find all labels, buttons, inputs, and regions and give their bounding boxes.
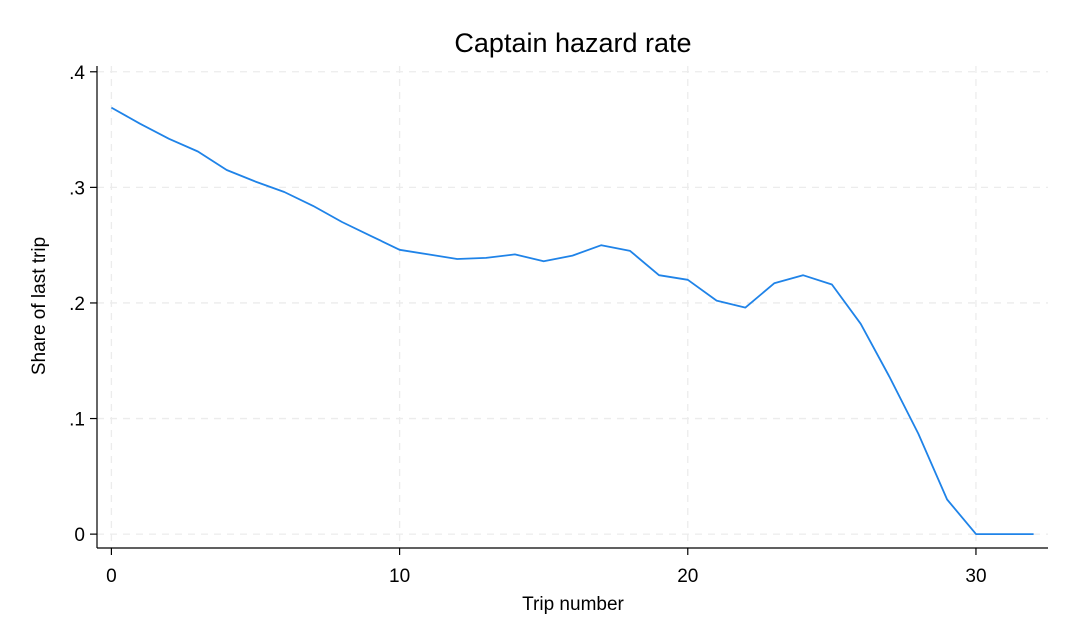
y-tick-label: .3 [69,178,85,199]
ticks: 0 .1 .2 .3 .4 0 10 20 30 [69,63,986,587]
y-tick-label: .4 [69,63,85,84]
y-tick-label: .2 [69,294,85,315]
series-line [110,106,1034,535]
x-tick-label: 0 [106,566,117,587]
grid [97,66,1048,548]
x-tick-label: 30 [965,566,986,587]
chart-title: Captain hazard rate [454,28,691,58]
y-axis-label: Share of last trip [29,237,50,375]
series [110,106,1034,535]
y-tick-label: .1 [69,410,85,431]
x-tick-label: 10 [389,566,410,587]
y-tick-label: 0 [74,525,85,546]
axes [96,66,1048,549]
x-tick-label: 20 [677,566,698,587]
x-axis-label: Trip number [522,594,624,615]
